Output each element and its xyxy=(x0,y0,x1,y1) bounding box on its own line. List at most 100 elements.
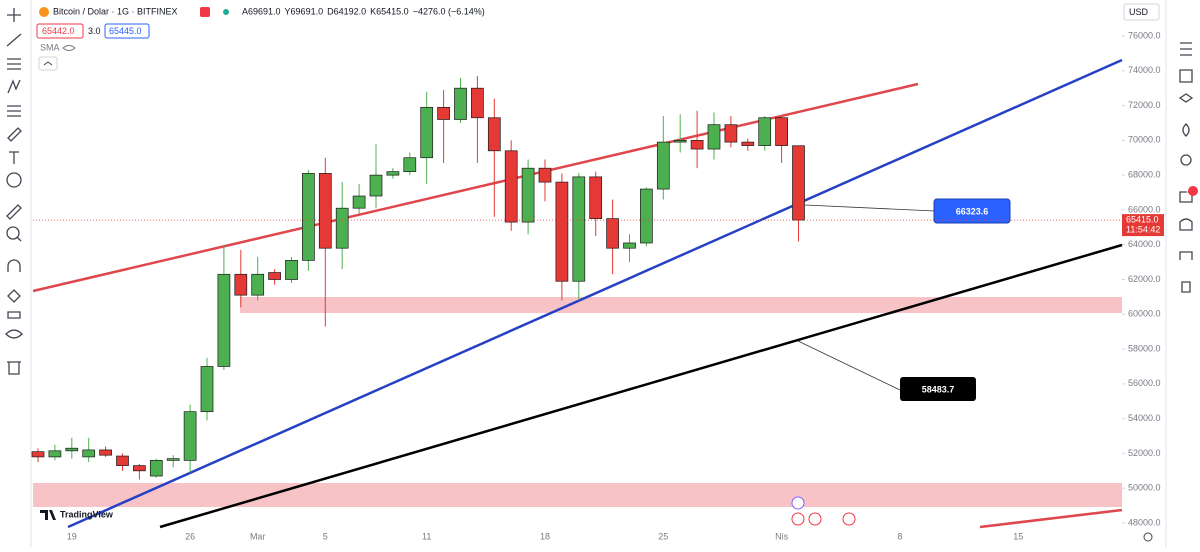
trend-line xyxy=(67,58,1123,529)
candle-body xyxy=(606,218,619,249)
candle-body xyxy=(487,117,501,152)
buy-button[interactable] xyxy=(104,23,150,39)
price-label-box xyxy=(900,377,976,401)
candle-body xyxy=(116,455,129,466)
left-toolbar[interactable] xyxy=(5,0,32,547)
currency-button[interactable] xyxy=(1123,3,1160,21)
y-tick-label: 60000.0 xyxy=(1128,309,1161,319)
x-tick-label: Mar xyxy=(250,531,266,541)
x-tick-label: 25 xyxy=(658,531,668,541)
x-tick-label: Nis xyxy=(775,531,788,541)
candle-body xyxy=(471,87,484,119)
candle-body xyxy=(640,188,653,244)
candle-body xyxy=(166,458,180,461)
coin-icon xyxy=(39,7,49,17)
event-icon[interactable] xyxy=(842,512,856,526)
x-tick-label: 15 xyxy=(1013,531,1023,541)
sell-button[interactable] xyxy=(36,23,84,39)
x-tick-label: 11 xyxy=(422,531,431,541)
candle-body xyxy=(31,451,45,458)
notification-count: 1 xyxy=(1184,186,1189,196)
flag-icon[interactable] xyxy=(200,7,210,17)
y-tick-label: 56000.0 xyxy=(1128,378,1161,388)
market-status xyxy=(223,9,229,15)
y-tick-label: 72000.0 xyxy=(1128,100,1161,110)
y-tick-label: 70000.0 xyxy=(1128,135,1161,145)
candle-body xyxy=(149,460,163,477)
y-tick-label: 50000.0 xyxy=(1128,483,1161,493)
candle-body xyxy=(690,140,704,150)
x-tick-label: 5 xyxy=(323,531,328,541)
candle-body xyxy=(724,124,738,143)
bid-price[interactable]: 65442.0 xyxy=(42,26,75,36)
zone xyxy=(240,297,1122,313)
indicator-name: SMA xyxy=(40,42,60,52)
candle-body xyxy=(285,260,298,280)
y-tick-label: 76000.0 xyxy=(1128,30,1161,40)
candle-body xyxy=(656,141,670,190)
candle-body xyxy=(758,117,772,146)
brand: TradingView xyxy=(60,509,114,519)
y-tick-label: 68000.0 xyxy=(1128,170,1161,180)
x-tick-label: 19 xyxy=(67,531,77,541)
eye-icon[interactable] xyxy=(62,45,76,51)
candle-body xyxy=(369,174,383,197)
event-icon[interactable] xyxy=(808,512,822,526)
event-icon[interactable] xyxy=(791,496,805,510)
candle-body xyxy=(504,150,518,223)
candle-body xyxy=(707,124,721,150)
candle-body xyxy=(217,273,231,367)
candle-body xyxy=(48,450,62,458)
candle-body xyxy=(437,106,450,120)
candle-body xyxy=(386,171,400,176)
right-toolbar[interactable] xyxy=(1165,0,1198,547)
candle-body xyxy=(673,140,687,143)
candle-body xyxy=(268,272,281,280)
candle-body xyxy=(572,176,586,282)
candle-body xyxy=(555,181,569,282)
candle-body xyxy=(251,273,265,296)
candle-body xyxy=(65,447,79,452)
y-tick-label: 66000.0 xyxy=(1128,204,1161,214)
x-tick-label: 26 xyxy=(185,531,195,541)
ask-price[interactable]: 65445.0 xyxy=(109,26,142,36)
callout-line xyxy=(804,204,936,212)
candle-body xyxy=(623,242,636,249)
price-label: 58483.7 xyxy=(922,384,955,394)
callout-line xyxy=(797,340,901,391)
collapse-icon xyxy=(43,61,53,66)
ohlc-value: Y69691.0 xyxy=(285,6,324,16)
spread: 3.0 xyxy=(88,26,101,36)
currency[interactable]: USD xyxy=(1129,7,1149,17)
y-tick-label: 58000.0 xyxy=(1128,343,1161,353)
x-tick-label: 18 xyxy=(540,531,550,541)
settings-icon[interactable] xyxy=(1143,532,1153,542)
candle-body xyxy=(454,87,467,120)
candle-body xyxy=(133,465,146,472)
y-tick-label: 74000.0 xyxy=(1128,65,1161,75)
trend-line xyxy=(979,508,1123,529)
notification-badge xyxy=(1188,186,1198,196)
ohlc-value: K65415.0 xyxy=(370,6,409,16)
candle-body xyxy=(538,167,552,183)
candle-body xyxy=(183,411,197,461)
candle-body xyxy=(589,176,603,219)
candle-body xyxy=(775,117,788,146)
countdown: 11:54:42 xyxy=(1126,224,1160,234)
brand-logo xyxy=(40,510,56,520)
trend-line xyxy=(159,243,1123,529)
candle-body xyxy=(521,167,535,223)
ohlc-value: D64192.0 xyxy=(327,6,366,16)
candle-body xyxy=(335,207,349,249)
y-tick-label: 52000.0 xyxy=(1128,448,1161,458)
symbol-title: Bitcoin / Dolar · 1G · BITFINEX xyxy=(53,6,178,16)
collapse-button[interactable] xyxy=(38,56,58,71)
event-icon[interactable] xyxy=(791,512,805,526)
x-tick-label: 8 xyxy=(897,531,902,541)
candle-body xyxy=(741,141,755,146)
candle-body xyxy=(99,449,112,456)
y-tick-label: 54000.0 xyxy=(1128,413,1161,423)
y-tick-label: 62000.0 xyxy=(1128,274,1161,284)
